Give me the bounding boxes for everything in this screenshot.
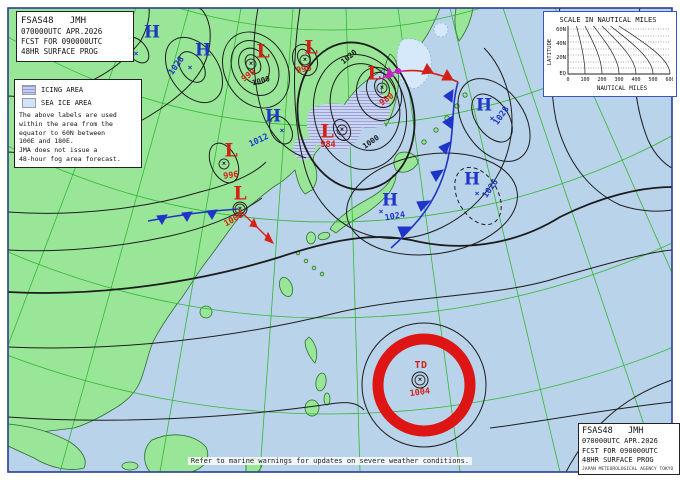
nautical-miles-scale-box: SCALE IN NAUTICAL MILES LATITUDE 60N 40N (543, 11, 677, 97)
high-symbol: H (475, 95, 493, 116)
low-symbol: L (367, 62, 381, 85)
note-line: 100E and 180E. (19, 137, 74, 146)
note-line: within the area from the (19, 119, 113, 128)
legend-box: ICING AREA SEA ICE AREA The above labels… (14, 79, 142, 168)
low-symbol: L (304, 36, 318, 59)
tropical-depression-warning-ring (372, 333, 476, 437)
note-line: 48-hour fog area forecast. (19, 154, 121, 163)
low-symbol: L (320, 120, 334, 143)
chart-id: FSAS48 JMH (582, 426, 644, 436)
legend-item-sea-ice: SEA ICE AREA (22, 98, 137, 108)
occluded-front (381, 66, 405, 80)
center-cross-icon: × (187, 63, 193, 72)
scale-x-tick: 300 (614, 77, 623, 83)
issuer-box: FSAS48 JMH 070000UTC APR.2026 FCST FOR 0… (578, 423, 680, 475)
scale-x-axis-label: NAUTICAL MILES (597, 85, 648, 92)
low-symbol: L (233, 182, 247, 205)
scale-y-axis-label: LATITUDE (547, 39, 553, 66)
cold-front-west (147, 208, 239, 225)
high-symbol: H (381, 190, 399, 211)
low-symbol: L (224, 139, 238, 162)
chart-type: 48HR SURFACE PROG (21, 47, 98, 57)
pressure-value: 984 (320, 139, 336, 150)
center-cross-icon: × (234, 203, 246, 215)
scale-y-tick: 40N (556, 41, 566, 47)
sea-ice-area-swatch (22, 98, 36, 108)
note-line: The above labels are used (19, 111, 117, 119)
chart-id-box: FSAS48 JMH 070000UTC APR.2026 FCST FOR 0… (16, 11, 134, 62)
cold-front-main (390, 81, 459, 249)
issue-time: 070000UTC APR.2026 (21, 27, 103, 37)
chart-type: 48HR SURFACE PROG (582, 456, 654, 465)
center-cross-icon: × (218, 158, 230, 170)
scale-title: SCALE IN NAUTICAL MILES (560, 16, 657, 24)
high-symbol: H (264, 106, 282, 127)
high-symbol: H (194, 40, 212, 61)
pressure-value: 996 (222, 169, 240, 182)
center-cross-icon: × (474, 189, 480, 198)
high-symbol: H (143, 22, 161, 43)
center-cross-icon: × (336, 124, 348, 136)
issue-time: 070000UTC APR.2026 (582, 437, 658, 446)
center-cross-icon: × (245, 58, 257, 70)
note-line: JMA does not issue a (19, 146, 98, 155)
sea-ice-area-label: SEA ICE AREA (41, 99, 92, 107)
center-cross-icon: × (489, 114, 495, 123)
note-line: equator to 60N between (19, 128, 106, 137)
tropical-depression-symbol: TD (414, 360, 428, 371)
scale-y-tick: 20N (556, 55, 566, 61)
weather-fronts (147, 63, 459, 249)
center-cross-icon: × (414, 374, 426, 386)
map-frame-border (7, 7, 673, 473)
scale-y-tick: EQ (559, 71, 566, 77)
icing-area-label: ICING AREA (41, 86, 84, 94)
chart-id: FSAS48 JMH (21, 16, 87, 26)
marine-warning-note: Refer to marine warnings for updates on … (187, 457, 473, 465)
warm-front-main (403, 63, 459, 83)
agency-name: JAPAN METEOROLOGICAL AGENCY TOKYO (582, 466, 674, 472)
scale-x-tick: 0 (566, 77, 569, 83)
low-symbol: L (256, 40, 270, 63)
scale-x-tick: 100 (580, 77, 589, 83)
forecast-valid-time: FCST FOR 090000UTC (582, 446, 658, 455)
scale-x-tick: 600 (665, 77, 673, 83)
scale-diagram: SCALE IN NAUTICAL MILES LATITUDE 60N 40N (547, 16, 675, 92)
scale-x-tick: 400 (631, 77, 640, 83)
center-cross-icon: × (133, 49, 139, 58)
center-cross-icon: × (378, 207, 384, 216)
center-cross-icon: × (279, 126, 285, 135)
isobars (8, 8, 672, 472)
center-cross-icon: × (376, 82, 388, 94)
scale-y-tick: 60N (556, 27, 566, 33)
legend-item-icing: ICING AREA (22, 85, 137, 95)
icing-area-swatch (22, 85, 36, 95)
sea-ice-areas (396, 22, 449, 89)
scale-x-tick: 200 (597, 77, 606, 83)
legend-note: The above labels are used within the area… (19, 111, 137, 164)
center-cross-icon: × (299, 54, 311, 66)
forecast-valid-time: FCST FOR 090000UTC (21, 37, 103, 47)
scale-x-tick: 500 (648, 77, 657, 83)
high-symbol: H (463, 169, 481, 190)
scale-curves (576, 25, 671, 75)
